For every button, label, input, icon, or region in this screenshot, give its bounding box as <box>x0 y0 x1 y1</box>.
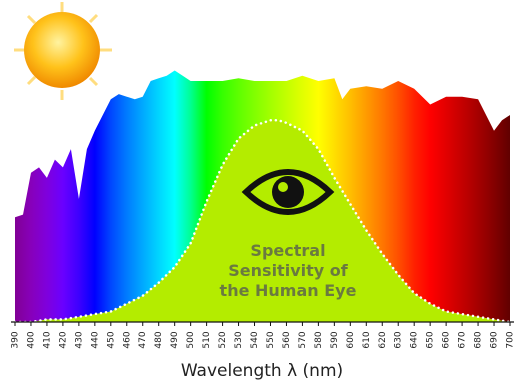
x-tick-label: 450 <box>106 331 116 348</box>
x-tick-label: 670 <box>458 331 468 348</box>
x-tick-label: 610 <box>362 331 372 348</box>
x-tick-label: 540 <box>250 331 260 348</box>
x-tick-label: 550 <box>266 331 276 348</box>
eye-icon <box>241 169 335 215</box>
x-tick-label: 470 <box>138 331 148 348</box>
x-tick-label: 520 <box>218 331 228 348</box>
annotation: Spectral <box>250 241 325 260</box>
x-tick-label: 590 <box>330 331 340 348</box>
x-tick-label: 690 <box>490 331 500 348</box>
x-tick-label: 420 <box>58 331 68 348</box>
x-tick-label: 440 <box>90 331 100 348</box>
annotation: Sensitivity of <box>228 261 348 280</box>
x-tick-label: 640 <box>410 331 420 348</box>
annotation: the Human Eye <box>220 281 357 300</box>
x-tick-label: 500 <box>186 331 196 348</box>
x-tick-label: 620 <box>378 331 388 348</box>
x-tick-label: 390 <box>11 331 21 348</box>
x-tick-label: 580 <box>314 331 324 348</box>
x-tick-label: 410 <box>42 331 52 348</box>
x-tick-label: 460 <box>122 331 132 348</box>
x-tick-label: 570 <box>298 331 308 348</box>
x-tick-label: 510 <box>202 331 212 348</box>
x-tick-label: 400 <box>26 331 36 348</box>
x-tick-label: 660 <box>442 331 452 348</box>
x-tick-label: 680 <box>474 331 484 348</box>
x-tick-label: 490 <box>170 331 180 348</box>
x-tick-label: 700 <box>506 331 516 348</box>
x-tick-label: 560 <box>282 331 292 348</box>
sensitivity-outline <box>13 119 512 324</box>
x-axis-label: Wavelength λ (nm) <box>181 361 343 381</box>
sensitivity-area <box>15 120 510 322</box>
x-tick-label: 530 <box>234 331 244 348</box>
x-tick-label: 600 <box>346 331 356 348</box>
sun <box>14 2 112 100</box>
x-tick-label: 630 <box>394 331 404 348</box>
x-tick-label: 430 <box>74 331 84 348</box>
x-tick-label: 650 <box>426 331 436 348</box>
x-tick-label: 480 <box>154 331 164 348</box>
